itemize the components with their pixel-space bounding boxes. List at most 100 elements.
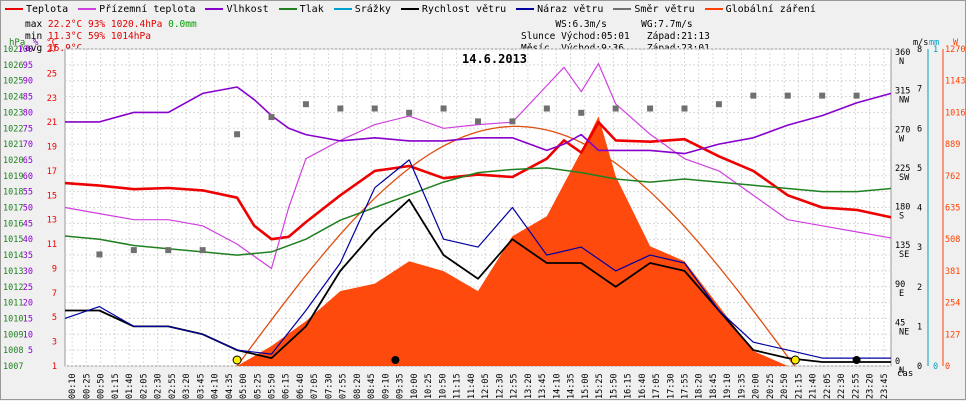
- tick-percent: 30: [23, 267, 33, 277]
- wind-direction-point: [647, 105, 654, 112]
- stats-max-label: max: [25, 19, 43, 30]
- tick-hPa: 1007: [3, 362, 23, 372]
- tick-time: 01:15: [111, 373, 121, 399]
- tick-hPa: 1023: [3, 108, 23, 118]
- tick-percent: 50: [23, 204, 33, 214]
- wind-direction-point: [853, 92, 860, 99]
- tick-time: 08:45: [367, 373, 377, 399]
- wind-direction-point: [268, 114, 275, 121]
- tick-w: 889: [945, 140, 960, 150]
- tick-time: 18:45: [709, 373, 719, 399]
- axis-label-mm: mm: [929, 38, 939, 48]
- tick-time: 13:45: [538, 373, 548, 399]
- tick-hPa: 1024: [3, 93, 23, 103]
- stats-min-hum: 59%: [87, 31, 106, 42]
- tick-hPa: 1018: [3, 188, 23, 198]
- tick-hPa: 1022: [3, 124, 23, 134]
- legend-swatch: [400, 8, 419, 10]
- tick-direction-label: W: [899, 134, 905, 144]
- tick-direction-label: NE: [899, 327, 909, 337]
- legend-label: Přízemní teplota: [99, 4, 196, 15]
- legend-swatch: [333, 8, 352, 10]
- axis-label-w: W: [953, 38, 959, 48]
- tick-hPa: 1013: [3, 267, 23, 277]
- wind-direction-point: [302, 101, 309, 108]
- tick-percent: 55: [23, 188, 33, 198]
- legend-label: Směr větru: [634, 4, 695, 15]
- tick-direction-label: SE: [899, 250, 909, 260]
- tick-time: 02:30: [154, 373, 164, 399]
- legend-swatch: [205, 8, 224, 10]
- wind-direction-point: [199, 247, 206, 254]
- tick-time: 12:30: [495, 373, 505, 399]
- tick-ms: 4: [917, 204, 922, 214]
- legend-item: Náraz větru: [516, 4, 603, 15]
- tick-percent: 75: [23, 124, 33, 134]
- tick-w: 0: [945, 362, 950, 372]
- tick-direction-value: 360: [895, 48, 910, 58]
- tick-time: 10:50: [438, 373, 448, 399]
- tick-celsius: 21: [47, 118, 57, 128]
- tick-ms: 7: [917, 85, 922, 95]
- moonrise-marker: [391, 356, 400, 364]
- tick-time: 07:55: [339, 373, 349, 399]
- tick-ms: 2: [917, 283, 922, 293]
- stats-max-hum: 93%: [87, 19, 106, 30]
- tick-direction-label: E: [899, 289, 904, 299]
- tick-time: 16:40: [638, 373, 648, 399]
- wind-direction-point: [371, 105, 378, 112]
- wind-direction-point: [612, 105, 619, 112]
- wind-direction-point: [165, 247, 172, 254]
- tick-time: 09:10: [381, 373, 391, 399]
- legend-item: Rychlost větru: [400, 4, 506, 15]
- tick-percent: 5: [28, 346, 33, 356]
- wind-direction-point: [784, 92, 791, 99]
- tick-time: 15:25: [595, 373, 605, 399]
- info-slunce-rise: Východ:05:01: [561, 31, 630, 42]
- tick-celsius: 25: [47, 69, 57, 79]
- tick-time: 04:10: [211, 373, 221, 399]
- tick-w: 1270: [945, 45, 965, 55]
- tick-time: 06:40: [296, 373, 306, 399]
- series-náraz-větru: [64, 159, 891, 359]
- tick-time: 20:25: [766, 373, 776, 399]
- tick-time: 13:20: [524, 373, 534, 399]
- legend: Teplota Přízemní teplota Vlhkost Tlak Srážky…: [5, 4, 826, 18]
- axis-label-hPa: hPa: [9, 38, 25, 48]
- tick-ms: 5: [917, 164, 922, 174]
- tick-hPa: 1012: [3, 283, 23, 293]
- legend-item: Srážky: [333, 4, 391, 15]
- series-teplota: [64, 120, 892, 241]
- legend-label: Teplota: [26, 4, 69, 15]
- tick-time: 22:55: [851, 373, 861, 399]
- tick-time: 10:00: [410, 373, 420, 399]
- wind-direction-point: [337, 105, 344, 112]
- tick-celsius: 17: [47, 167, 57, 177]
- tick-percent: 80: [23, 108, 33, 118]
- series-globalni-zareni: [237, 116, 788, 367]
- tick-direction-label: SW: [899, 173, 910, 183]
- stats-min-press: 1014hPa: [110, 31, 151, 42]
- wind-direction-point: [130, 247, 137, 254]
- tick-time: 06:15: [282, 373, 292, 399]
- tick-time: 01:40: [125, 373, 135, 399]
- tick-time: 15:50: [609, 373, 619, 399]
- wind-direction-point: [715, 101, 722, 108]
- tick-direction-label: N: [899, 366, 904, 376]
- legend-item: Globální záření: [704, 4, 816, 15]
- tick-time: 17:55: [681, 373, 691, 399]
- tick-time: 17:05: [652, 373, 662, 399]
- tick-percent: 20: [23, 299, 33, 309]
- tick-time: 00:10: [68, 373, 78, 399]
- tick-time: 08:20: [353, 373, 363, 399]
- tick-direction-value: 0: [895, 357, 900, 367]
- tick-direction-value: 315: [895, 87, 910, 97]
- legend-swatch: [278, 8, 297, 10]
- tick-time: 12:55: [510, 373, 520, 399]
- tick-percent: 85: [23, 93, 33, 103]
- info-slunce-set: Západ:21:13: [646, 31, 710, 42]
- tick-hPa: 1010: [3, 314, 23, 324]
- tick-celsius: 19: [47, 143, 57, 153]
- tick-time: 04:35: [225, 373, 235, 399]
